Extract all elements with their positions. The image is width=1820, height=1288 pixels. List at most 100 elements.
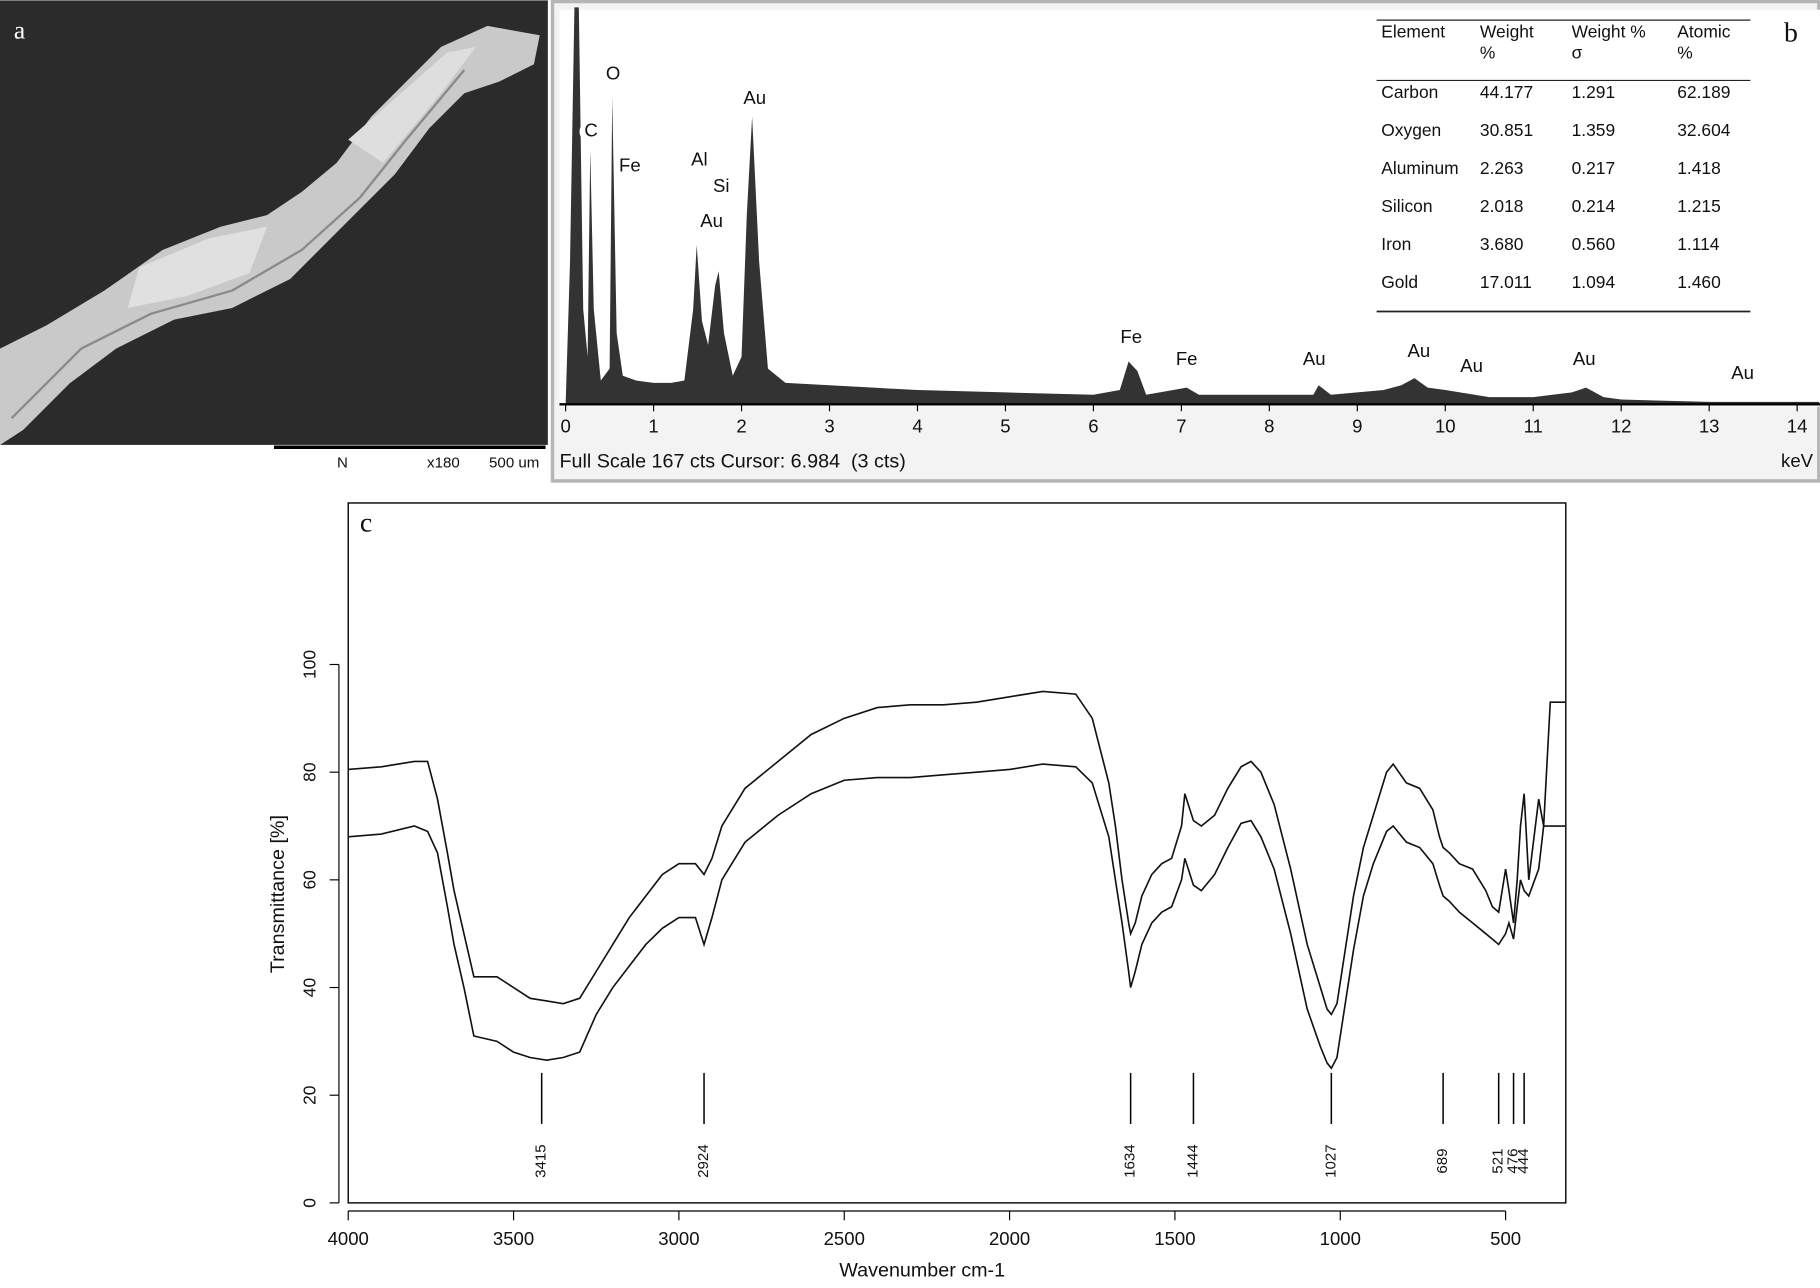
panel-label: a [14, 16, 25, 45]
y-tick-label: 60 [300, 870, 320, 889]
sem-image: N x180 500 um a [0, 0, 551, 480]
y-tick-label: 40 [300, 978, 320, 997]
table-cell: Carbon [1381, 82, 1438, 102]
peak-label: 1634 [1122, 1144, 1139, 1178]
peak-label: Al [691, 148, 708, 169]
annotation-bg [601, 63, 625, 87]
peak-label: Au [1408, 340, 1431, 361]
table-cell: 2.263 [1480, 158, 1524, 178]
footer: Full Scale 167 cts Cursor: 6.984 (3 cts) [559, 451, 905, 473]
table-cell: 17.011 [1480, 272, 1532, 292]
eds-plot-area [559, 9, 1820, 407]
table-cell: 1.215 [1677, 196, 1721, 216]
spectrum-line [348, 690, 1566, 1016]
table-cell: 1.418 [1677, 158, 1721, 178]
peak-label: 689 [1434, 1149, 1451, 1174]
x-tick-label: 3000 [658, 1228, 699, 1249]
y-tick-label: 0 [300, 1198, 320, 1208]
peak-label: Au [1460, 355, 1483, 376]
table-header: Atomic [1677, 21, 1730, 41]
peak-label: 521 [1490, 1149, 1507, 1174]
eds-table: Element Weight% Weight %σ Atomic% Carbon 44.1… [1376, 19, 1751, 313]
peak-label: 3415 [533, 1144, 550, 1178]
x-tick-label: 7 [1176, 415, 1186, 436]
table-cell: Silicon [1381, 196, 1432, 216]
sem-fiber-highlight [127, 226, 267, 308]
x-tick-label: 6 [1088, 415, 1098, 436]
table-cell: Aluminum [1381, 158, 1458, 178]
table-cell: 30.851 [1480, 120, 1533, 140]
annotation-bg [579, 119, 603, 144]
peak-label: Si [713, 175, 730, 196]
table-cell: 3.680 [1480, 234, 1524, 254]
x-tick-label: 1 [648, 415, 658, 436]
y-tick-label: 20 [300, 1086, 320, 1105]
peak-label: Au [1573, 348, 1596, 369]
table-cell: Gold [1381, 272, 1418, 292]
scale-label: N [337, 454, 348, 471]
table-cell: Iron [1381, 234, 1411, 254]
y-tick-label: 100 [300, 650, 320, 679]
peak-label: Au [1731, 362, 1754, 383]
ftir-plot-box [347, 502, 1567, 1204]
peak-label: 2924 [695, 1144, 712, 1178]
table-header: Weight % [1572, 21, 1646, 41]
peak-label: Fe [1176, 348, 1198, 369]
x-tick-label: 5 [1000, 415, 1010, 436]
x-tick-label: 12 [1611, 415, 1632, 436]
x-tick-label: 2 [736, 415, 746, 436]
spectrum-line [348, 763, 1566, 1070]
x-tick-label: 4 [912, 415, 922, 436]
table-cell: Oxygen [1381, 120, 1441, 140]
table-cell: 1.291 [1572, 82, 1616, 102]
table-cell: 62.189 [1677, 82, 1730, 102]
table-cell: 1.359 [1572, 120, 1616, 140]
y-axis-label: Transmittance [%] [267, 815, 289, 973]
x-tick-label: 8 [1264, 415, 1274, 436]
table-header: % [1480, 42, 1495, 62]
y-tick-label: 80 [300, 762, 320, 781]
peak-label: Au [700, 210, 723, 231]
scale-label: x180 [427, 454, 460, 471]
x-tick-label: 3500 [493, 1228, 534, 1249]
table-header: % [1677, 42, 1692, 62]
x-tick-label: 9 [1352, 415, 1362, 436]
x-tick-label: 14 [1787, 415, 1808, 436]
table-cell: 2.018 [1480, 196, 1524, 216]
x-tick-label: 13 [1699, 415, 1720, 436]
sem-fiber-shade [10, 69, 466, 420]
table-cell: 1.094 [1572, 272, 1616, 292]
x-tick-label: 500 [1490, 1228, 1521, 1249]
table-header: Element [1381, 21, 1445, 41]
annotation-bg [618, 154, 642, 178]
table-cell: 1.114 [1677, 234, 1720, 254]
x-tick-label: 10 [1435, 415, 1456, 436]
x-tick-label: 4000 [328, 1228, 369, 1249]
peak-label: Au [1303, 348, 1326, 369]
x-tick-label: 3 [824, 415, 834, 436]
panel-label: c [360, 507, 372, 538]
peak-label: 476 [1505, 1149, 1522, 1174]
peak-label: Fe [1120, 326, 1142, 347]
table-cell: 32.604 [1677, 120, 1731, 140]
table-cell: 0.214 [1572, 196, 1616, 216]
sem-fiber-highlight [348, 46, 476, 163]
x-tick-label: 1000 [1320, 1228, 1361, 1249]
x-tick-label: 0 [560, 415, 570, 436]
x-tick-label: 2000 [989, 1228, 1030, 1249]
table-cell: 1.460 [1677, 272, 1721, 292]
ftir-chart: 0 20 40 60 80 100 4000 3500 3000 2500 2000 1500 1000… [267, 507, 1566, 1282]
peak-label: O [606, 63, 620, 84]
peak-label: Fe [619, 154, 641, 175]
x-axis-label: Wavenumber cm-1 [839, 1260, 1005, 1282]
x-axis-label: keV [1781, 450, 1814, 471]
x-tick-label: 1500 [1154, 1228, 1195, 1249]
table-header: σ [1572, 42, 1583, 62]
peak-label: C [584, 119, 597, 140]
peak-label: 1027 [1322, 1144, 1339, 1178]
scale-area [0, 444, 551, 480]
peak-label: 1444 [1184, 1144, 1201, 1178]
